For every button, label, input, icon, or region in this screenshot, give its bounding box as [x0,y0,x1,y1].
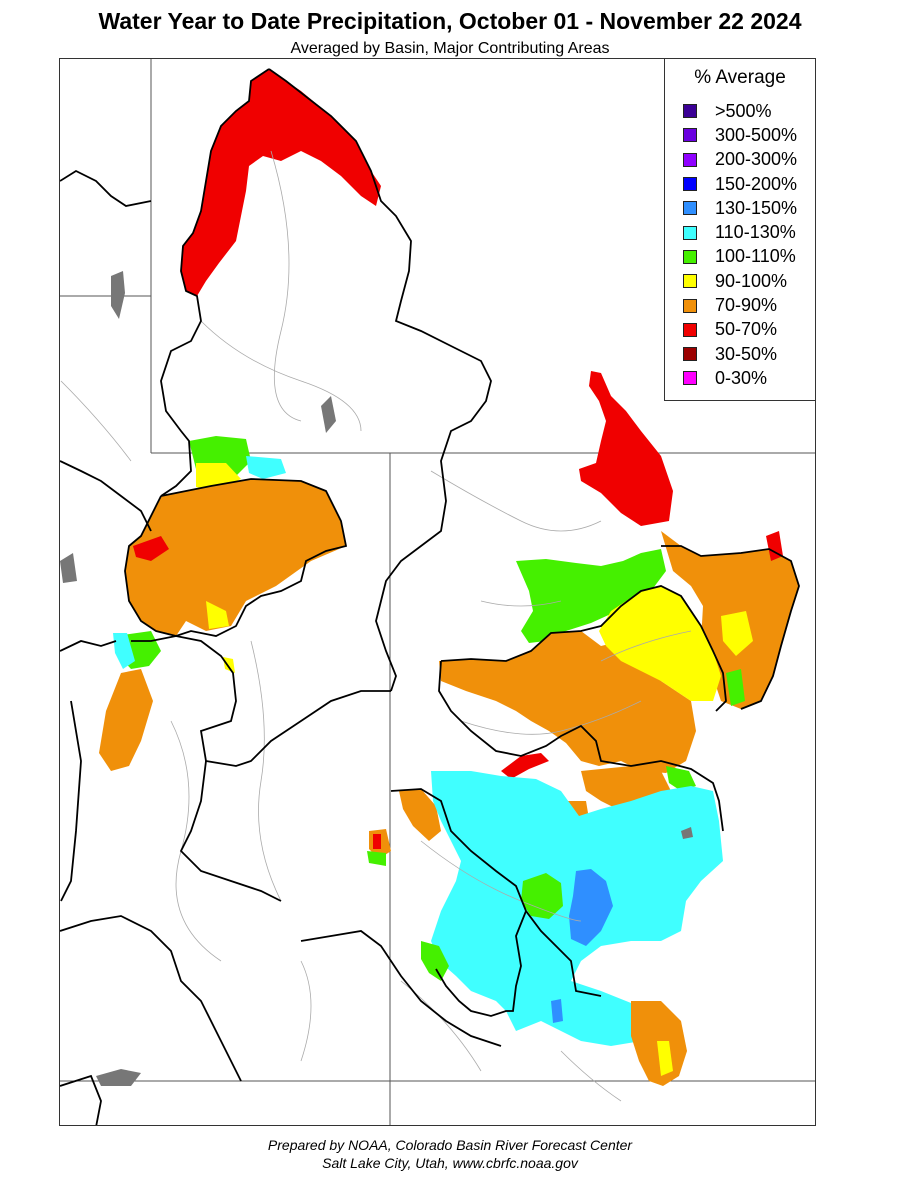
basin-boundaries [60,68,800,1125]
legend-swatch [683,128,697,143]
legend-label: 200-300% [715,149,798,170]
legend-swatch [683,347,697,362]
legend-label: 110-130% [715,222,796,243]
map-canvas [60,59,815,1125]
legend-swatch [683,274,697,289]
legend-label: 30-50% [715,343,778,364]
map-title: Water Year to Date Precipitation, Octobe… [98,8,802,34]
rivers [60,150,692,1102]
legend-label: 130-150% [715,197,798,218]
legend-item: 130-150% [665,196,815,220]
legend-label: 50-70% [715,319,778,340]
legend-item: 70-90% [665,293,815,317]
legend-item: 200-300% [665,148,815,172]
legend-label: >500% [715,100,772,121]
legend-item: 150-200% [665,172,815,196]
legend-label: 150-200% [715,173,798,194]
legend-swatch [683,322,697,337]
state-boundaries [60,59,815,1125]
legend-swatch [683,249,697,264]
footer-url: Salt Lake City, Utah, www.cbrfc.noaa.gov [322,1155,578,1171]
legend-label: 300-500% [715,124,798,145]
legend-swatch [683,201,697,216]
legend-item: 30-50% [665,342,815,366]
legend-label: 70-90% [715,295,778,316]
water-bodies [60,271,693,1086]
legend: % Average >500% 300-500% 200-300% 150-200% 1… [664,58,816,401]
precip-regions [99,69,799,1086]
legend-item: 90-100% [665,269,815,293]
footer-credit: Prepared by NOAA, Colorado Basin River F… [267,1137,633,1153]
legend-swatch [683,225,697,240]
legend-swatch [683,104,697,119]
legend-items: >500% 300-500% 200-300% 150-200% 130-150% 110… [665,99,815,391]
legend-item: 100-110% [665,245,815,269]
legend-swatch [683,298,697,313]
map-subtitle: Averaged by Basin, Major Contributing Ar… [290,40,610,57]
legend-item: 0-30% [665,366,815,390]
legend-title: % Average [694,67,786,88]
legend-item: 110-130% [665,220,815,244]
legend-swatch [683,177,697,192]
legend-label: 0-30% [715,367,768,388]
legend-swatch [683,152,697,167]
legend-item: 300-500% [665,123,815,147]
legend-swatch [683,371,697,386]
legend-label: 100-110% [715,246,796,267]
legend-item: >500% [665,99,815,123]
legend-label: 90-100% [715,270,788,291]
legend-item: 50-70% [665,318,815,342]
